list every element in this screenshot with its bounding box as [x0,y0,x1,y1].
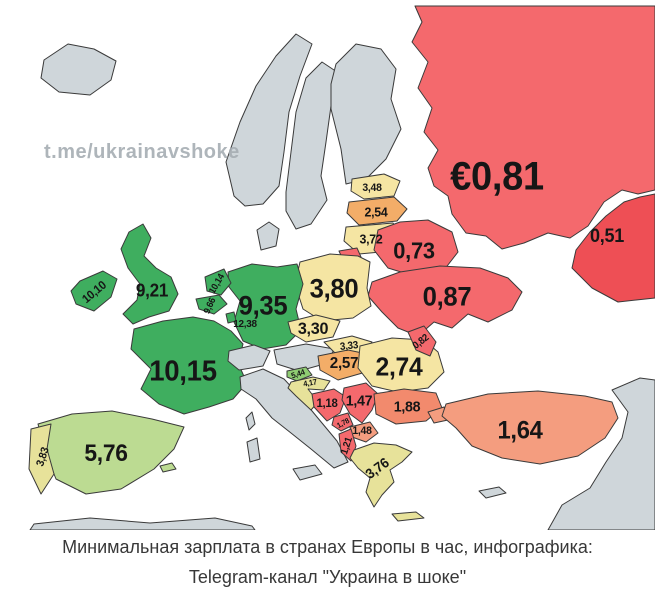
country-poland [294,253,372,322]
country-luxembourg [225,311,237,324]
country-balearic-islands [159,462,177,473]
country-sardinia [246,437,261,463]
country-north-africa [29,517,256,530]
country-ukraine [367,265,523,337]
country-uk [120,223,179,325]
country-spain [37,410,185,495]
country-switzerland [227,344,271,371]
country-norway [225,33,313,207]
country-finland [330,43,402,185]
country-corsica [245,411,256,431]
country-france [130,316,248,415]
country-belarus [373,219,459,277]
country-russia [411,5,655,250]
country-greece [349,442,413,508]
country-crete [391,511,425,522]
country-middle-east [547,377,655,530]
country-kazakhstan [571,193,655,303]
country-sweden [285,61,338,230]
country-cyprus [478,486,507,499]
country-czechia [287,314,341,343]
country-estonia [350,173,401,200]
country-bosnia [311,388,347,422]
caption-line-1: Минимальная зарплата в странах Европы в … [62,537,593,557]
watermark-text: t.me/ukrainavshoke [44,141,240,163]
country-slovenia [286,366,313,382]
caption: Минимальная зарплата в странах Европы в … [0,530,655,599]
country-belgium [195,294,228,315]
country-sicily [292,464,323,481]
country-montenegro [331,412,354,432]
europe-map-svg [28,5,655,530]
europe-map: €0,81 0,51 0,73 0,87 0,82 2,74 1,88 1,47 1,18 1,7… [28,5,655,530]
country-turkey [441,390,619,465]
country-iceland [40,43,117,96]
country-ireland [70,270,118,312]
country-italy [239,368,349,469]
caption-line-2: Telegram-канал "Украина в шоке" [188,567,467,587]
country-serbia [341,382,379,424]
country-netherlands [204,268,232,296]
country-latvia [346,196,408,226]
country-moldova [407,325,437,357]
country-denmark [256,221,280,251]
country-portugal [28,423,55,495]
country-germany [227,263,304,350]
